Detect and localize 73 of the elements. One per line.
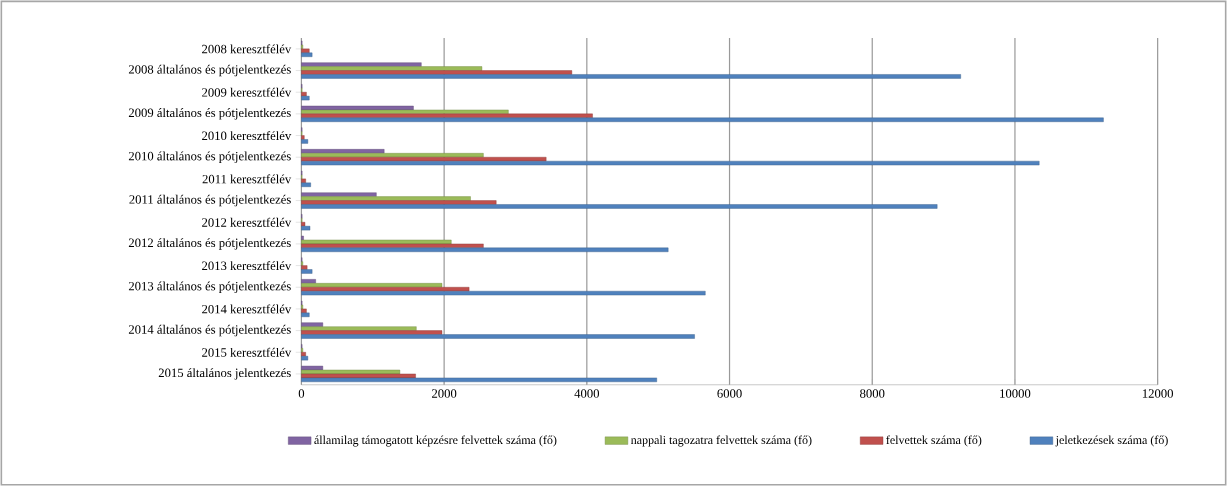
- bar: [301, 265, 308, 270]
- legend-label: nappali tagozatra felvettek száma (fő): [631, 435, 812, 447]
- bar: [301, 373, 416, 379]
- x-tick-label: 4000: [574, 389, 600, 398]
- y-tick-label: 2010 általános és pótjelentkezés: [128, 151, 291, 163]
- bar: [301, 70, 573, 75]
- bar: [301, 113, 593, 118]
- bar: [301, 139, 309, 144]
- bar: [301, 178, 306, 183]
- y-tick-label: 2011 általános és pótjelentkezés: [129, 194, 291, 207]
- bar: [301, 269, 313, 274]
- bar: [301, 149, 385, 154]
- bar: [301, 377, 657, 382]
- y-tick-label: 2015 általános jelentkezés: [158, 368, 291, 380]
- bar: [301, 95, 310, 101]
- x-tick-label: 6000: [717, 389, 742, 398]
- y-tick-label: 2009 keresztfélév: [202, 87, 292, 97]
- y-tick-label: 2011 keresztfélév: [202, 174, 292, 184]
- y-tick-label: 2010 keresztfélév: [202, 130, 292, 140]
- y-tick-label: 2014 keresztfélév: [202, 304, 292, 314]
- bar: [301, 135, 305, 140]
- y-tick-label: 2012 keresztfélév: [202, 217, 292, 227]
- bar: [301, 247, 669, 252]
- bar: [301, 312, 310, 317]
- bar: [301, 239, 452, 245]
- bar: [301, 153, 484, 158]
- bar: [301, 243, 484, 248]
- bar: [301, 48, 310, 53]
- bar: [301, 204, 938, 209]
- bar: [301, 160, 1040, 166]
- bar: [301, 66, 483, 71]
- bar: [301, 62, 422, 67]
- y-tick-label: 2014 általános és pótjelentkezés: [128, 324, 291, 337]
- bar: [301, 74, 961, 79]
- bar: [301, 308, 307, 313]
- legend-label: jeletkezések száma (fő): [1055, 435, 1168, 447]
- bar: [301, 365, 324, 371]
- y-tick-label: 2008 általános és pótjelentkezés: [128, 64, 291, 77]
- bar: [301, 192, 377, 197]
- x-tick-label: 2000: [432, 389, 457, 398]
- bar: [301, 322, 324, 327]
- bar: [301, 52, 313, 57]
- y-tick-label: 2013 keresztfélév: [202, 260, 292, 271]
- bar: [301, 182, 311, 187]
- bar: [301, 326, 417, 331]
- bar: [301, 200, 497, 205]
- bar: [301, 283, 443, 288]
- bar: [301, 355, 309, 361]
- bar: [301, 235, 304, 241]
- bar: [301, 279, 316, 284]
- y-tick-label: 2009 általános és pótjelentkezés: [128, 108, 291, 120]
- y-tick-label: 2013 általános és pótjelentkezés: [128, 281, 291, 293]
- bar: [301, 109, 509, 114]
- x-tick-label: 0: [298, 389, 305, 398]
- bar: [301, 286, 470, 292]
- bar: [301, 334, 695, 339]
- bar: [301, 221, 306, 227]
- bar: [301, 225, 311, 231]
- y-tick-label: 2008 keresztfélév: [202, 44, 292, 54]
- bar: [301, 369, 401, 375]
- x-tick-label: 12000: [1142, 389, 1174, 398]
- y-tick-label: 2015 keresztfélév: [202, 347, 292, 357]
- bar: [301, 290, 706, 296]
- x-tick-label: 10000: [1000, 389, 1031, 398]
- y-tick-label: 2012 általános és pótjelentkezés: [128, 238, 291, 250]
- bar: [301, 330, 443, 335]
- bar: [301, 352, 306, 357]
- bar: [301, 196, 471, 201]
- x-tick-label: 8000: [860, 389, 885, 398]
- bar: [301, 105, 414, 111]
- bar: [301, 117, 1104, 122]
- legend-label: felvettek száma (fő): [886, 435, 982, 447]
- legend-label: államilag támogatott képzésre felvettek száma (fő): [314, 435, 557, 447]
